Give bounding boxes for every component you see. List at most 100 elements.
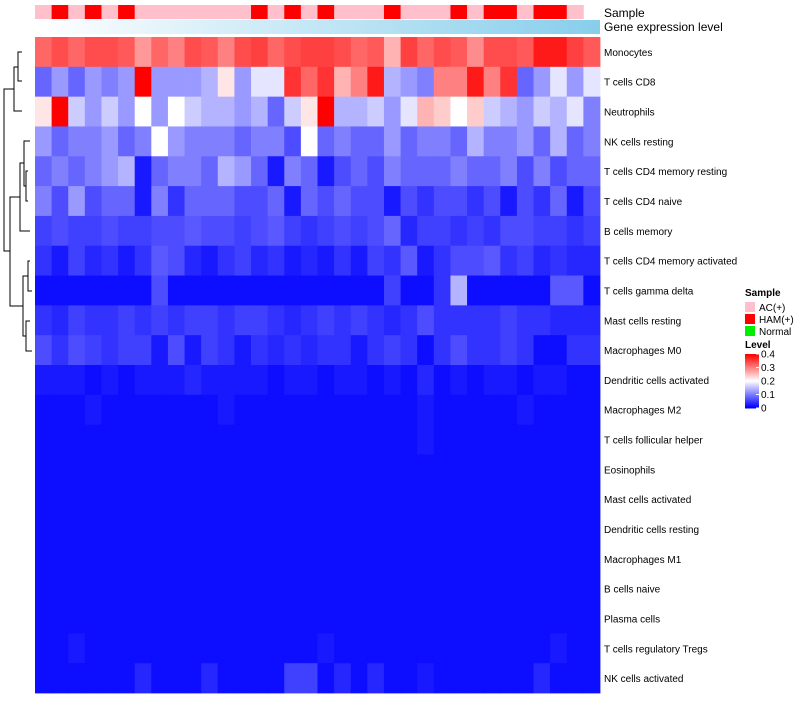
heatmap-cell [483,633,501,664]
heatmap-cell [417,335,435,366]
heatmap-cell [500,543,518,575]
heatmap-cell [84,96,102,127]
heatmap-cell [35,335,53,366]
heatmap-cell [167,484,185,515]
heatmap-cell [417,186,435,217]
level-colorbar-step [745,385,759,387]
heatmap-cell [383,126,401,157]
heatmap-cell [300,424,318,455]
sample-annotation-cell [566,5,584,19]
level-tick-label: 0.4 [761,350,775,361]
heatmap-cell [68,335,86,366]
sample-annotation-cell [500,5,518,19]
heatmap-cell [201,305,219,336]
heatmap-cell [566,245,584,276]
heatmap-cell [151,305,169,336]
heatmap-cell [550,335,568,366]
row-label: B cells memory [604,227,672,238]
heatmap-cell [383,37,401,68]
heatmap-cell [151,126,169,157]
heatmap-cell [251,573,269,604]
sample-annotation-cell [450,5,468,19]
heatmap-cell [383,186,401,217]
heatmap-cell [151,365,169,396]
heatmap-cell [450,365,468,396]
heatmap-cell [68,543,86,575]
heatmap-cell [217,245,235,276]
heatmap-cell [68,66,86,98]
heatmap-cell [167,365,185,396]
heatmap-cell [350,573,368,604]
heatmap-cell [550,186,568,217]
heatmap-cell [400,365,418,396]
heatmap-cell [84,186,102,217]
heatmap-cell [201,424,219,455]
sample-annotation-cell [433,5,451,19]
heatmap-cell [550,424,568,455]
heatmap-cell [35,66,53,98]
heatmap-cell [500,66,518,98]
gene-expression-track-label: Gene expression level [604,20,723,34]
heatmap-cell [267,245,285,276]
heatmap-cell [516,156,534,187]
heatmap-cell [334,633,352,664]
heatmap-cell [483,663,501,694]
heatmap-cell [334,66,352,98]
heatmap-cell [201,573,219,604]
heatmap-cell [284,484,302,515]
heatmap-cell [101,633,119,664]
heatmap-cell [234,514,252,545]
heatmap-cell [217,394,235,426]
heatmap-cell [51,66,69,98]
heatmap-cell [134,633,152,664]
heatmap-cell [68,514,86,545]
level-legend-title: Level [745,340,771,351]
heatmap-cell [284,96,302,127]
heatmap-cell [118,394,136,426]
heatmap-cell [450,275,468,306]
heatmap-cell [350,514,368,545]
heatmap-cell [167,305,185,336]
heatmap-cell [533,663,551,694]
heatmap-cell [84,603,102,634]
heatmap-cell [300,66,318,98]
heatmap-cell [317,186,335,217]
heatmap-cell [134,663,152,694]
heatmap-cell [134,126,152,157]
heatmap-cell [317,37,335,68]
heatmap-cell [417,66,435,98]
heatmap-cell [533,126,551,157]
heatmap-cell [234,215,252,247]
heatmap-cell [167,186,185,217]
level-tick-label: 0 [761,404,767,415]
heatmap-cell [450,454,468,485]
sample-annotation-cell [51,5,69,19]
heatmap-cell [217,603,235,634]
heatmap-cell [251,663,269,694]
heatmap-cell [566,186,584,217]
heatmap-cell [417,543,435,575]
heatmap-cell [234,663,252,694]
heatmap-cell [533,186,551,217]
heatmap-cell [251,603,269,634]
heatmap-cell [300,245,318,276]
heatmap-cell [184,37,202,68]
heatmap-cell [583,454,601,485]
heatmap-cell [583,543,601,575]
heatmap-cell [467,603,485,634]
heatmap-cell [467,275,485,306]
level-colorbar-step [745,403,759,405]
heatmap-cell [367,186,385,217]
heatmap-cell [201,66,219,98]
heatmap-cell [217,365,235,396]
heatmap-cell [51,305,69,336]
heatmap-cell [367,215,385,247]
heatmap-cell [35,126,53,157]
heatmap-cell [101,484,119,515]
heatmap-cell [483,275,501,306]
heatmap-cell [400,514,418,545]
row-label: T cells CD4 naive [604,197,683,208]
heatmap-cell [184,186,202,217]
heatmap-cell [450,335,468,366]
heatmap-cell [201,37,219,68]
